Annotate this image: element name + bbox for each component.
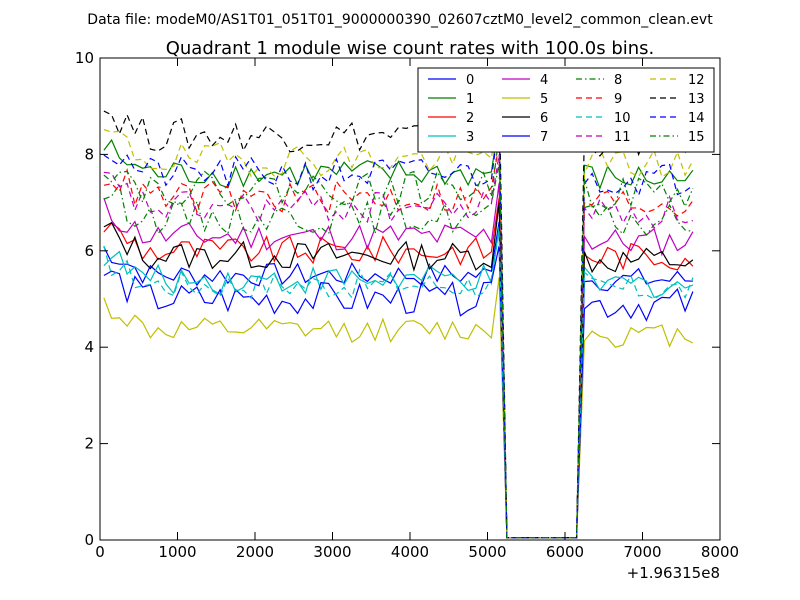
legend-label: 9 xyxy=(614,92,622,107)
plot-area xyxy=(103,82,694,539)
x-tick-label: 7000 xyxy=(623,543,661,561)
series-line-12 xyxy=(103,106,694,539)
legend-label: 2 xyxy=(466,111,474,126)
x-tick-label: 8000 xyxy=(701,543,739,561)
x-tick-label: 4000 xyxy=(391,543,429,561)
y-tick-label: 0 xyxy=(84,531,94,549)
series-line-3 xyxy=(103,226,694,539)
legend-label: 5 xyxy=(540,92,548,107)
legend-label: 0 xyxy=(466,73,474,88)
data-file-header: Data file: modeM0/AS1T01_051T01_90000003… xyxy=(87,12,713,28)
series-line-11 xyxy=(103,154,694,539)
x-tick-label: 0 xyxy=(95,543,105,561)
legend-label: 4 xyxy=(540,73,548,88)
x-tick-label: 2000 xyxy=(236,543,274,561)
legend-box xyxy=(417,67,715,153)
legend-label: 11 xyxy=(614,130,631,145)
legend-label: 6 xyxy=(540,111,548,126)
legend-label: 14 xyxy=(688,111,705,126)
legend-label: 10 xyxy=(614,111,631,126)
series-line-0 xyxy=(103,221,693,539)
x-tick-label: 3000 xyxy=(313,543,351,561)
legend-label: 15 xyxy=(688,130,705,145)
chart-title: Quadrant 1 module wise count rates with … xyxy=(166,38,655,59)
series-line-4 xyxy=(103,183,694,539)
series-line-5 xyxy=(103,277,694,539)
series-line-1 xyxy=(103,120,694,539)
x-tick-label: 5000 xyxy=(468,543,506,561)
series-line-8 xyxy=(103,163,694,539)
series-line-10 xyxy=(103,231,694,539)
legend-label: 13 xyxy=(688,92,705,107)
series-line-2 xyxy=(103,197,694,539)
x-offset-label: +1.96315e8 xyxy=(627,564,720,582)
series-line-15 xyxy=(103,135,694,539)
legend-label: 8 xyxy=(614,73,622,88)
y-tick-label: 6 xyxy=(84,242,94,260)
legend-label: 7 xyxy=(540,130,548,145)
series-line-6 xyxy=(103,202,694,539)
legend-label: 1 xyxy=(466,92,474,107)
y-tick-label: 10 xyxy=(75,49,94,67)
y-tick-label: 8 xyxy=(84,145,94,163)
x-tick-label: 1000 xyxy=(158,543,196,561)
y-tick-label: 4 xyxy=(84,338,94,356)
series-line-7 xyxy=(103,245,694,539)
legend-label: 3 xyxy=(466,130,474,145)
x-tick-label: 6000 xyxy=(546,543,584,561)
legend-label: 12 xyxy=(688,73,705,88)
y-tick-label: 2 xyxy=(84,435,94,453)
